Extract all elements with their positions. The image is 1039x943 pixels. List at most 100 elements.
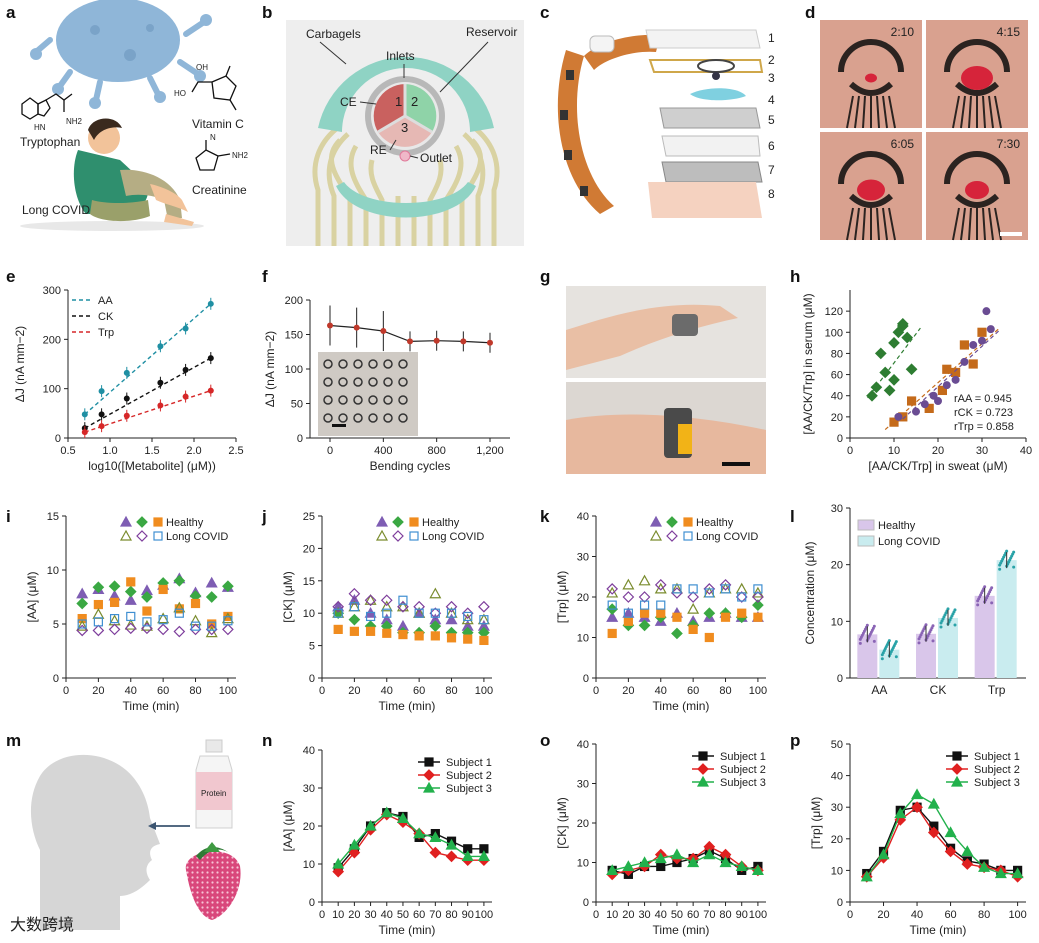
- x-tick-label: 90: [736, 909, 748, 921]
- data-point: [429, 831, 442, 843]
- data-point: [942, 364, 952, 374]
- y-tick-label: 200: [285, 295, 303, 307]
- x-tick-label: 40: [381, 685, 393, 697]
- data-point: [429, 607, 442, 620]
- data-point: [158, 615, 168, 625]
- carbagel-bottom: [336, 182, 476, 218]
- trace-line: [876, 95, 880, 129]
- inset-photo: [318, 352, 418, 436]
- series: [606, 579, 764, 603]
- sensor-ring: [398, 377, 408, 387]
- x-tick-label: 20: [877, 909, 889, 921]
- trace-line: [982, 207, 986, 241]
- data-point: [606, 864, 619, 876]
- legend-label: Trp: [98, 327, 114, 339]
- legend-marker: [423, 769, 435, 781]
- y-tick-label: 60: [831, 370, 843, 382]
- data-point: [158, 584, 168, 595]
- bar: [938, 617, 958, 678]
- data-point: [656, 608, 666, 618]
- y-tick-label: 15: [303, 576, 315, 588]
- data-point: [961, 845, 974, 857]
- legend-marker: [409, 517, 419, 527]
- data-point: [407, 338, 413, 345]
- data-point: [380, 594, 393, 607]
- data-point: [173, 574, 186, 587]
- x-tick-label: 60: [944, 909, 956, 921]
- data-point: [737, 608, 747, 618]
- panel-label-g: g: [540, 267, 550, 286]
- y-tick-label: 0: [583, 897, 589, 909]
- data-point: [687, 591, 699, 603]
- data-point: [124, 622, 137, 635]
- category-label: Trp: [988, 683, 1006, 697]
- trace-line: [846, 95, 854, 129]
- y-tick-label: 40: [831, 771, 843, 783]
- chart-j: 0 20 40 60 80 100 0 5 10 15 20 25 Time (min) [CK] (μM…: [281, 511, 493, 713]
- series: [333, 595, 489, 625]
- person-sitting-icon: [20, 118, 204, 231]
- x-tick-label: 60: [687, 909, 699, 921]
- data-point: [433, 337, 440, 344]
- x-tick-label: 60: [687, 685, 699, 697]
- outlet-dot: [399, 150, 411, 162]
- x-tick-label: 0: [319, 909, 325, 921]
- y-tick-label: 20: [831, 834, 843, 846]
- dot: [1012, 565, 1016, 569]
- data-point: [894, 807, 907, 819]
- trace-line: [876, 207, 880, 241]
- sensor-ring: [323, 413, 333, 423]
- series-subject-3: Subject 3: [606, 775, 766, 876]
- x-tick-label: 0: [327, 445, 333, 457]
- data-point: [623, 616, 633, 626]
- data-point: [607, 600, 617, 610]
- trace-line: [846, 207, 854, 241]
- electrode-arc: [944, 39, 1010, 73]
- sweat-drop: [961, 66, 993, 90]
- data-point: [364, 594, 377, 605]
- panel-label-o: o: [540, 731, 550, 750]
- y-tick-label: 20: [303, 821, 315, 833]
- legend-label: Subject 2: [974, 764, 1020, 776]
- x-tick-label: 20: [932, 445, 944, 457]
- data-point: [380, 806, 393, 818]
- nh2-label: NH2: [66, 117, 83, 126]
- data-point: [866, 389, 878, 402]
- data-point: [479, 615, 489, 625]
- data-point: [978, 861, 991, 872]
- x-tick-label: 20: [348, 685, 360, 697]
- x-axis-label: Time (min): [379, 923, 436, 937]
- x-tick-label: 40: [911, 909, 923, 921]
- legend-label: Long COVID: [422, 531, 484, 543]
- data-point: [76, 619, 89, 631]
- y-axis-label: ΔJ (nA mm−2): [263, 331, 277, 407]
- photo-tile: 6:05: [820, 132, 922, 241]
- time-label: 6:05: [891, 137, 915, 151]
- data-point: [353, 324, 360, 331]
- data-point: [413, 827, 426, 839]
- y-axis-label: Concentration (μM): [803, 542, 817, 645]
- data-point: [382, 628, 392, 638]
- x-tick-label: 10: [888, 445, 900, 457]
- data-point: [961, 858, 974, 870]
- layer-label-8: 8: [768, 187, 775, 201]
- x-tick-label: 0: [593, 909, 599, 921]
- panel-a-illustration: NH2 HN Tryptophan OH HO Vitamin C NH2 N …: [20, 0, 249, 231]
- carbagels-label: Carbagels: [306, 27, 361, 41]
- fit-line: [84, 389, 212, 433]
- data-point: [332, 607, 345, 620]
- x-axis-label: Time (min): [123, 699, 180, 713]
- data-point: [332, 600, 345, 613]
- x-tick-label: 80: [719, 909, 731, 921]
- legend-marker: [153, 531, 163, 541]
- data-point: [430, 608, 440, 618]
- y-tick-label: 50: [291, 399, 303, 411]
- data-point: [124, 594, 137, 605]
- data-point: [656, 600, 666, 610]
- x-tick-label: 80: [445, 685, 457, 697]
- dot: [939, 625, 943, 629]
- correlation-label: rCK = 0.723: [954, 407, 1013, 419]
- data-point: [874, 347, 887, 360]
- data-point: [348, 613, 361, 626]
- trace-line: [862, 95, 866, 129]
